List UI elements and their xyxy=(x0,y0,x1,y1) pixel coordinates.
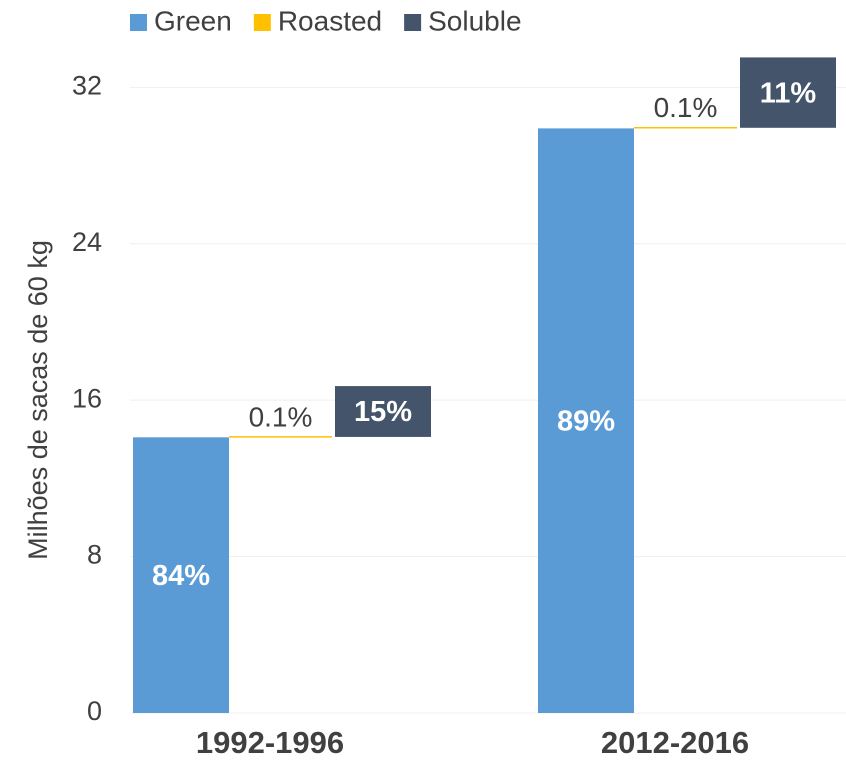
y-tick-label: 16 xyxy=(72,383,102,413)
y-tick-label: 0 xyxy=(87,696,102,726)
legend-label: Roasted xyxy=(278,5,382,36)
data-label: 15% xyxy=(354,396,412,428)
y-axis-title: Milhões de sacas de 60 kg xyxy=(23,240,53,560)
legend-swatch xyxy=(253,14,271,31)
bar xyxy=(538,128,634,713)
legend-label: Green xyxy=(154,5,232,36)
bar xyxy=(133,437,229,713)
legend-label: Soluble xyxy=(428,5,521,36)
data-label: 0.1% xyxy=(249,401,313,432)
y-tick-label: 8 xyxy=(87,540,102,570)
legend-swatch xyxy=(130,14,147,31)
x-tick-label: 1992-1996 xyxy=(196,725,344,760)
bar xyxy=(740,57,836,128)
x-tick-label: 2012-2016 xyxy=(601,725,749,760)
data-label: 84% xyxy=(152,560,210,592)
y-tick-label: 32 xyxy=(72,70,102,100)
legend-swatch xyxy=(404,14,422,31)
y-tick-label: 24 xyxy=(72,227,102,257)
data-label: 89% xyxy=(557,405,615,437)
data-label: 0.1% xyxy=(654,92,718,123)
data-label: 11% xyxy=(760,77,817,109)
bar xyxy=(335,386,431,437)
